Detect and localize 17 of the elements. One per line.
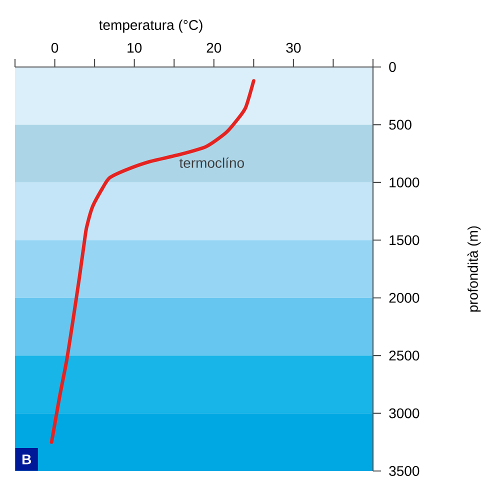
y-tick-label: 500 — [389, 120, 412, 130]
y-tick-label: 3500 — [389, 466, 420, 476]
line-series — [50, 79, 256, 444]
band-label: termoclíno — [179, 157, 244, 168]
x-tick-label: 20 — [206, 42, 222, 53]
y-tick-label: 3000 — [389, 408, 420, 418]
annotation: B — [22, 454, 32, 464]
y-tick-label: 1000 — [390, 177, 420, 188]
x-tick-label: 30 — [286, 42, 301, 53]
x-tick-label: 10 — [128, 42, 142, 53]
x-tick-label: 0 — [51, 42, 58, 53]
y-tick-label: 1500 — [390, 235, 420, 246]
y-tick-label: 0 — [389, 62, 396, 72]
y-tick-label: 2000 — [389, 292, 420, 303]
y-tick-label: 2500 — [389, 350, 420, 361]
y-axis-title: profondità (m) — [467, 226, 481, 312]
x-axis-title: temperatura (°C) — [99, 20, 202, 33]
